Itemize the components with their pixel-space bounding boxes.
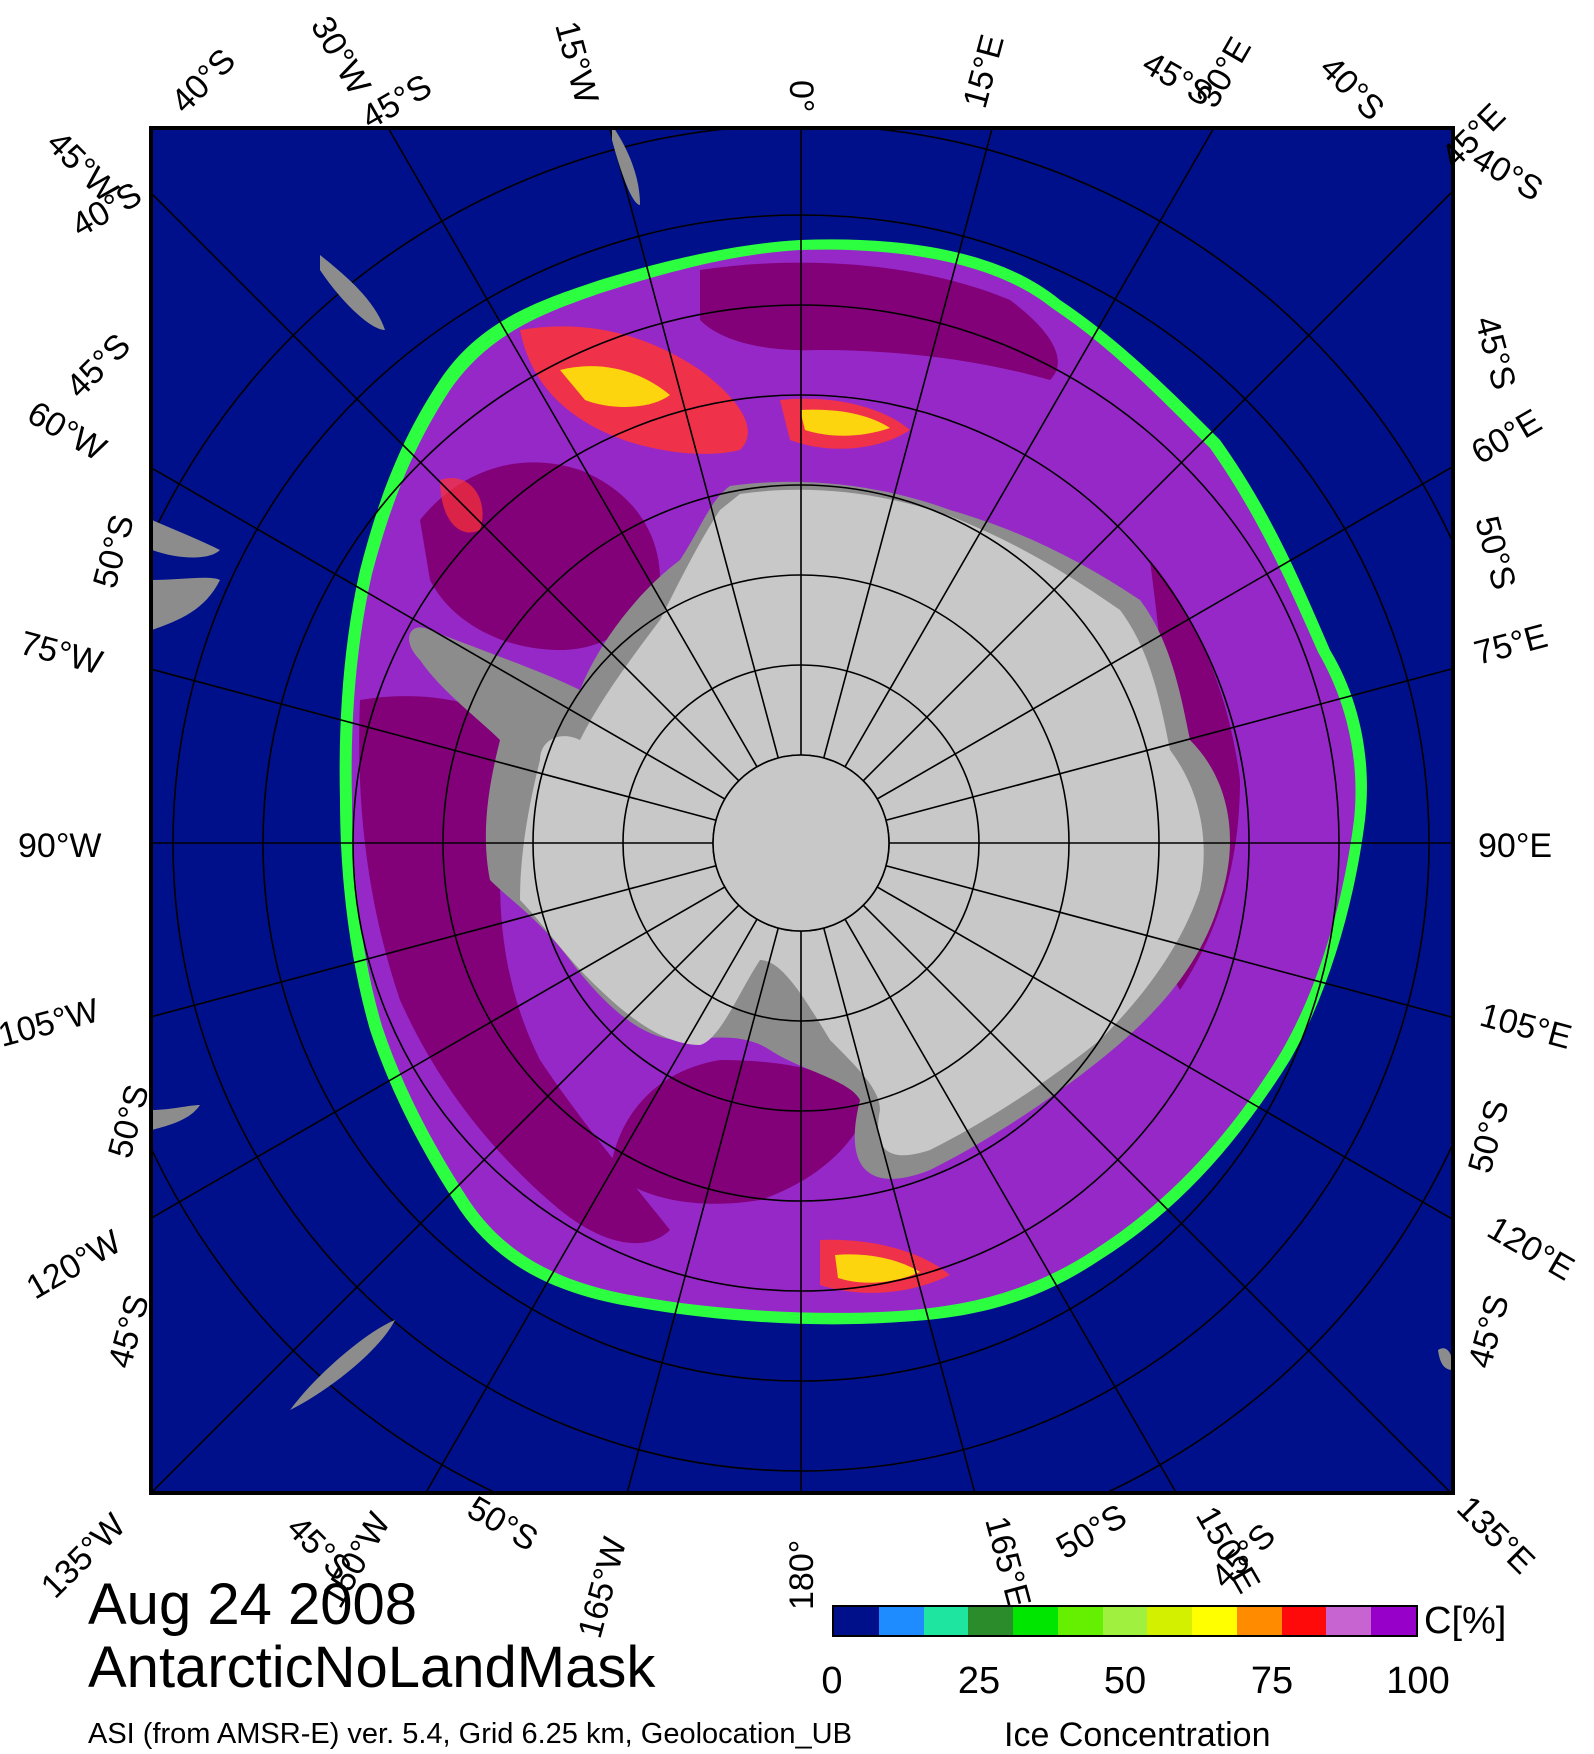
colorbar-segment-9 bbox=[1236, 1607, 1282, 1635]
colorbar-tick-75: 75 bbox=[1250, 1660, 1294, 1702]
colorbar-unit: C[%] bbox=[1424, 1600, 1507, 1642]
ice-high-zone-ross bbox=[610, 1060, 870, 1204]
colorbar-segment-10 bbox=[1281, 1607, 1327, 1635]
lbl-left-6: 105°W bbox=[0, 992, 103, 1055]
ice-yellow-patch-1 bbox=[560, 366, 670, 407]
lbl-bottom-10: 135°E bbox=[1449, 1489, 1542, 1582]
footer-title: Ice Concentration bbox=[1004, 1716, 1271, 1754]
colorbar-tick-0: 0 bbox=[821, 1660, 843, 1702]
ice-high-zone-north bbox=[700, 262, 1058, 380]
lbl-right-6: 105°E bbox=[1476, 996, 1576, 1057]
lbl-left-9: 45°S bbox=[101, 1291, 157, 1372]
colorbar-tick-100: 100 bbox=[1386, 1660, 1450, 1702]
lbl-bottom-4: 165°W bbox=[571, 1533, 634, 1642]
grid-labels-left: 40°S 45°S 60°W 50°S 75°W 90°W 105°W 50°S… bbox=[0, 175, 157, 1372]
ice-high-zone-west bbox=[359, 696, 670, 1244]
colorbar-segment-8 bbox=[1192, 1607, 1237, 1635]
lbl-top-5: 0° bbox=[782, 80, 820, 113]
colorbar-tick-25: 25 bbox=[957, 1660, 1001, 1702]
colorbar-segment-2 bbox=[923, 1607, 969, 1635]
lbl-right-7: 50°S bbox=[1461, 1096, 1517, 1177]
lbl-left-5: 90°W bbox=[18, 827, 102, 865]
lbl-top-1: 40°S bbox=[164, 41, 243, 120]
lbl-bottom-6: 165°E bbox=[977, 1512, 1038, 1612]
colorbar bbox=[832, 1605, 1418, 1637]
lbl-right-0: 40°S bbox=[1466, 139, 1549, 209]
colorbar-segment-6 bbox=[1102, 1607, 1148, 1635]
ice-yellow-patch-3 bbox=[835, 1254, 920, 1283]
lbl-bottom-7: 50°S bbox=[1050, 1497, 1133, 1567]
lbl-top-9: 40°S bbox=[1312, 49, 1391, 128]
colorbar-tick-50: 50 bbox=[1103, 1660, 1147, 1702]
colorbar-segment-1 bbox=[878, 1607, 924, 1635]
colorbar-segment-3 bbox=[968, 1607, 1014, 1635]
lbl-left-4: 75°W bbox=[16, 624, 107, 682]
lbl-bottom-3: 50°S bbox=[461, 1489, 544, 1559]
colorbar-segment-12 bbox=[1371, 1607, 1416, 1635]
lbl-left-3: 50°S bbox=[86, 511, 142, 592]
lbl-top-4: 15°W bbox=[547, 17, 605, 108]
lbl-left-7: 50°S bbox=[101, 1081, 157, 1162]
lbl-right-2: 60°E bbox=[1465, 402, 1548, 472]
colorbar-segment-0 bbox=[834, 1607, 879, 1635]
colorbar-segment-11 bbox=[1326, 1607, 1372, 1635]
lbl-left-1: 45°S bbox=[59, 326, 138, 405]
lbl-left-8: 120°W bbox=[20, 1223, 128, 1307]
product-label: AntarcticNoLandMask bbox=[88, 1635, 656, 1700]
date-label: Aug 24 2008 bbox=[88, 1572, 417, 1637]
footer-text: ASI (from AMSR-E) ver. 5.4, Grid 6.25 km… bbox=[88, 1718, 852, 1750]
lbl-right-4: 75°E bbox=[1470, 617, 1551, 673]
lbl-right-1: 45°S bbox=[1467, 312, 1523, 393]
lbl-right-9: 45°S bbox=[1461, 1291, 1517, 1372]
colorbar-segment-7 bbox=[1147, 1607, 1193, 1635]
lbl-right-8: 120°E bbox=[1481, 1209, 1581, 1288]
lbl-right-5: 90°E bbox=[1478, 827, 1552, 865]
colorbar-segment-4 bbox=[1013, 1607, 1058, 1635]
ice-yellow-patch-2 bbox=[800, 409, 890, 436]
lbl-bottom-5: 180° bbox=[783, 1540, 821, 1610]
lbl-right-3: 50°S bbox=[1467, 512, 1523, 593]
pole-disc bbox=[712, 754, 890, 932]
map-frame bbox=[149, 126, 1455, 1495]
lbl-top-2: 30°W bbox=[303, 10, 378, 101]
islands bbox=[152, 128, 1453, 1410]
grid-labels-right: 40°S 45°S 60°E 50°S 75°E 90°E 105°E 50°S… bbox=[1461, 139, 1581, 1372]
colorbar-segment-5 bbox=[1057, 1607, 1103, 1635]
lbl-left-2: 60°W bbox=[21, 394, 112, 469]
lbl-top-6: 15°E bbox=[956, 31, 1012, 112]
